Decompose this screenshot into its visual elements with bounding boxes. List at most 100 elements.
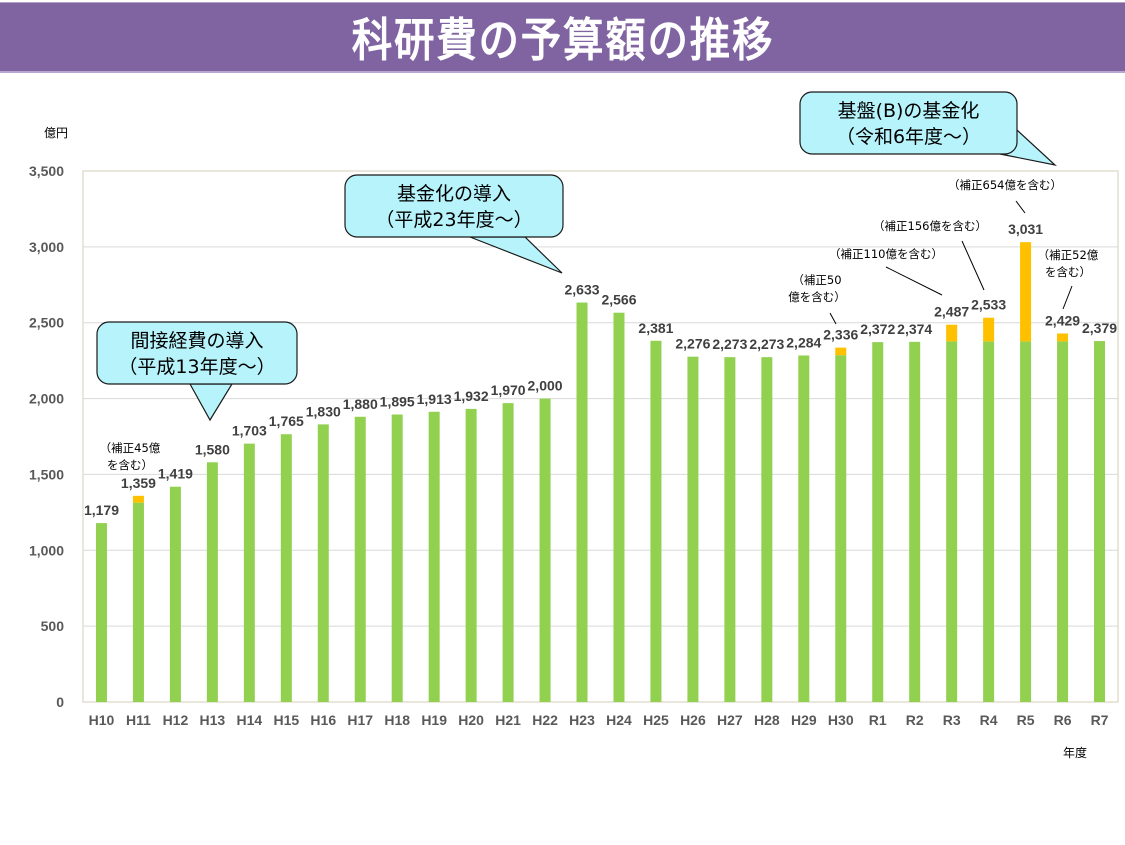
bar-base-H10	[95, 523, 107, 702]
bar-base-H21	[502, 403, 514, 702]
x-tick-label: H12	[163, 712, 189, 728]
y-tick-label: 1,500	[29, 466, 64, 482]
annotation-R4: （補正156億を含む）	[873, 219, 987, 233]
annotation-R6: （補正52億	[1038, 248, 1099, 262]
callout-text-H13: 間接経費の導入	[130, 330, 263, 352]
value-label-R6: 2,429	[1045, 312, 1080, 328]
x-tick-label: H26	[680, 712, 706, 728]
value-label-H14: 1,703	[232, 423, 267, 439]
y-tick-label: 2,000	[29, 391, 64, 407]
x-tick-label: R3	[943, 712, 961, 728]
bar-base-H11	[132, 502, 144, 702]
annotation-leader-line	[1062, 285, 1073, 310]
annotation-leader-line	[1015, 200, 1026, 214]
callout-text-R6: 基盤(B)の基金化	[838, 100, 980, 122]
value-label-H13: 1,580	[195, 441, 230, 457]
bar-base-H22	[539, 398, 551, 702]
y-tick-label: 3,000	[29, 239, 64, 255]
value-label-H20: 1,932	[454, 388, 489, 404]
value-label-H16: 1,830	[306, 403, 341, 419]
annotation-R3: （補正110億を含む）	[829, 247, 943, 261]
value-label-R1: 2,372	[860, 321, 895, 337]
value-label-H30: 2,336	[823, 327, 858, 343]
plot-area	[82, 170, 1119, 703]
value-label-H22: 2,000	[528, 378, 563, 394]
value-label-H15: 1,765	[269, 413, 304, 429]
y-tick-label: 500	[41, 618, 65, 634]
x-tick-label: H15	[273, 712, 299, 728]
annotation-H30: 億を含む）	[788, 290, 846, 304]
callout-text-H13: （平成13年度～）	[118, 356, 275, 378]
x-tick-label: R4	[980, 712, 998, 728]
bar-base-H13	[206, 462, 218, 702]
value-label-H10: 1,179	[84, 502, 119, 518]
bar-supplementary-R6	[1057, 333, 1069, 342]
x-tick-label: R6	[1054, 712, 1072, 728]
value-label-H11: 1,359	[121, 475, 156, 491]
value-label-H18: 1,895	[380, 394, 415, 410]
title-bar: 科研費の予算額の推移	[0, 2, 1125, 73]
x-tick-label: H30	[828, 712, 854, 728]
x-tick-label: H24	[606, 712, 632, 728]
callout-box-R6	[799, 91, 1018, 155]
bar-base-H15	[280, 434, 292, 702]
bar-supplementary-R4	[983, 317, 995, 342]
bar-supplementary-H30	[835, 347, 847, 356]
x-tick-label: H21	[495, 712, 521, 728]
y-axis-unit-label: 億円	[44, 126, 68, 140]
bar-base-H20	[465, 408, 477, 702]
bar-base-H24	[613, 312, 625, 702]
x-tick-label: H23	[569, 712, 595, 728]
y-tick-label: 3,500	[29, 163, 64, 179]
value-label-H27: 2,273	[712, 336, 747, 352]
bar-base-H28	[761, 357, 773, 702]
bar-base-H25	[650, 340, 662, 702]
y-tick-label: 0	[56, 694, 64, 710]
bar-supplementary-R5	[1020, 242, 1032, 342]
x-tick-label: H17	[347, 712, 373, 728]
bar-base-H23	[576, 302, 588, 702]
x-tick-label: H19	[421, 712, 447, 728]
callout-text-R6: （令和6年度～）	[836, 126, 981, 148]
annotation-R5: （補正654億を含む）	[948, 178, 1062, 192]
value-label-H19: 1,913	[417, 391, 452, 407]
bar-base-R6	[1057, 341, 1069, 702]
value-label-H26: 2,276	[675, 336, 710, 352]
x-tick-label: H10	[89, 712, 115, 728]
annotation-leader-line	[885, 266, 943, 296]
y-tick-label: 1,000	[29, 542, 64, 558]
annotation-leader-line	[961, 240, 985, 291]
x-tick-label: R2	[906, 712, 924, 728]
value-label-R5: 3,031	[1008, 221, 1043, 237]
x-tick-label: H29	[791, 712, 817, 728]
bar-base-H30	[835, 355, 847, 702]
x-axis-unit-label: 年度	[1063, 745, 1087, 760]
bar-base-H12	[169, 486, 181, 702]
bar-base-H17	[354, 416, 366, 702]
bar-base-H29	[798, 355, 810, 702]
bar-base-H16	[317, 424, 329, 702]
x-tick-label: H16	[310, 712, 336, 728]
x-tick-label: H11	[126, 712, 151, 728]
value-label-R7: 2,379	[1082, 320, 1117, 336]
x-tick-label: H22	[532, 712, 558, 728]
bar-base-R5	[1020, 341, 1032, 702]
bar-base-R7	[1094, 341, 1106, 702]
value-label-H28: 2,273	[749, 336, 784, 352]
y-tick-label: 2,500	[29, 315, 64, 331]
x-tick-label: H27	[717, 712, 743, 728]
bar-base-H27	[724, 357, 736, 702]
value-label-H29: 2,284	[786, 334, 821, 350]
callout-text-H23: （平成23年度～）	[375, 209, 532, 231]
x-tick-label: H13	[200, 712, 226, 728]
bar-base-R3	[946, 341, 958, 702]
bar-base-H19	[428, 411, 440, 702]
annotation-H11: （補正45億	[100, 441, 161, 455]
annotation-H11: を含む）	[107, 458, 153, 472]
x-tick-label: H14	[236, 712, 262, 728]
bar-base-R2	[909, 341, 921, 702]
value-label-H24: 2,566	[601, 292, 636, 308]
x-tick-label: H20	[458, 712, 484, 728]
x-tick-label: R7	[1091, 712, 1109, 728]
